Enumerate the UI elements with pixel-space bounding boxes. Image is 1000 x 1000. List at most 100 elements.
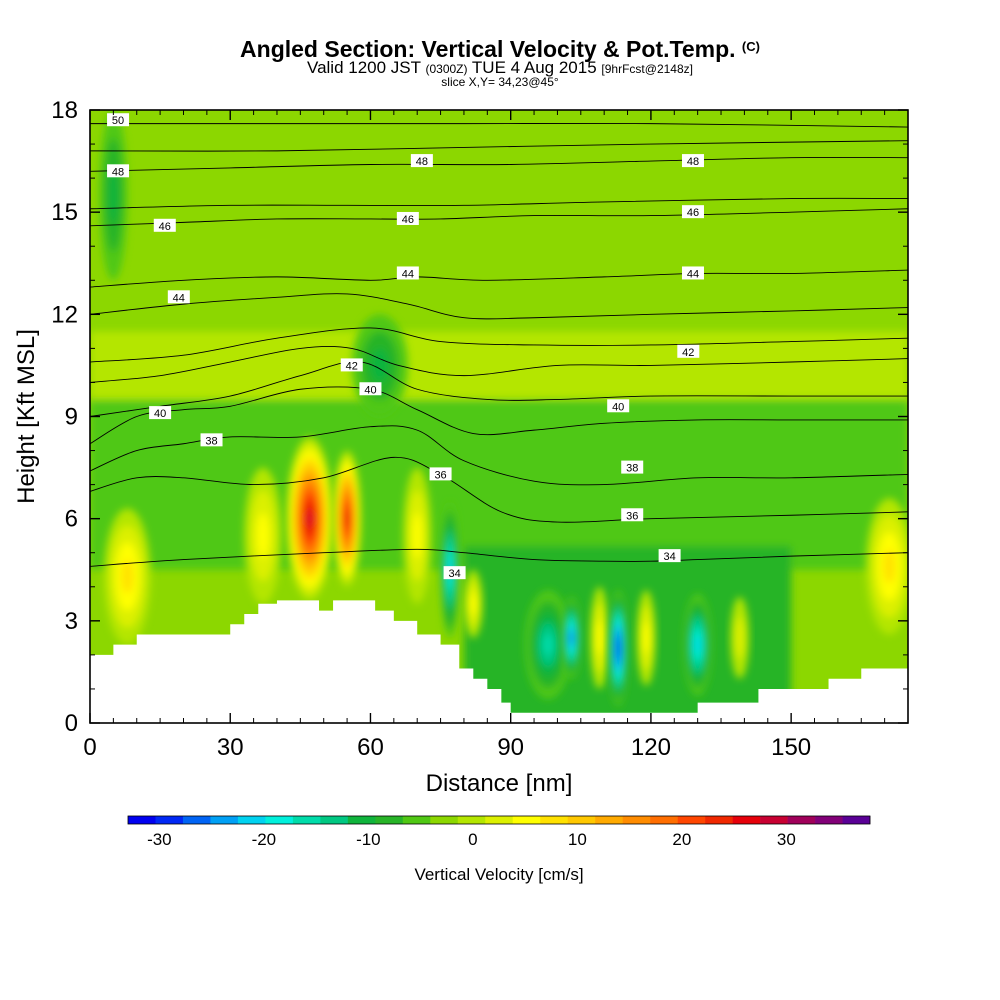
theta-contour-42 xyxy=(90,327,908,363)
colorbar-swatch xyxy=(705,816,733,824)
terrain-mask xyxy=(90,600,908,723)
updraft-cell xyxy=(403,467,432,604)
colorbar-swatch xyxy=(182,816,211,824)
theta-label-bg xyxy=(149,406,172,420)
downdraft-cell-level xyxy=(543,633,553,656)
theta-label-text: 50 xyxy=(112,115,124,127)
theta-contour-42 xyxy=(90,346,908,383)
theta-label: 48 xyxy=(107,164,130,178)
theta-label-text: 48 xyxy=(416,156,428,168)
x-tick-label: 120 xyxy=(631,734,671,761)
theta-label-text: 46 xyxy=(687,207,699,219)
theta-label-bg xyxy=(677,344,700,358)
theta-label: 48 xyxy=(410,154,433,168)
theta-label-text: 40 xyxy=(364,384,376,396)
downdraft-cell xyxy=(524,590,572,700)
updraft-cell-level xyxy=(307,511,312,526)
theta-label-text: 48 xyxy=(112,166,124,178)
downdraft-cell xyxy=(562,596,581,679)
theta-label-text: 46 xyxy=(402,214,414,226)
updraft-cell-level xyxy=(735,617,745,659)
theta-label-text: 44 xyxy=(402,268,414,280)
updraft-cell xyxy=(333,450,362,587)
theta-label: 40 xyxy=(607,399,630,413)
theta-contour-44 xyxy=(90,293,908,320)
field-band xyxy=(90,331,908,400)
colorbar-swatch xyxy=(677,816,706,824)
colorbar-swatch xyxy=(540,816,569,824)
y-axis-label: Height [Kft MSL] xyxy=(13,329,40,504)
downdraft-cell xyxy=(608,590,628,706)
updraft-cell xyxy=(730,596,750,679)
updraft-cell-level xyxy=(121,559,134,594)
colorbar-swatch xyxy=(567,816,596,824)
theta-contours xyxy=(90,122,908,567)
valid-utc: (0300Z) xyxy=(425,62,468,76)
updraft-cell xyxy=(463,569,483,638)
theta-label: 44 xyxy=(681,266,704,280)
updraft-cell-level xyxy=(470,592,477,616)
chart-title: Angled Section: Vertical Velocity & Pot.… xyxy=(0,34,1000,62)
updraft-cell-level xyxy=(412,512,422,559)
updraft-cell xyxy=(590,586,609,689)
theta-label-bg xyxy=(396,211,419,225)
valid-date: TUE 4 Aug 2015 xyxy=(471,58,597,77)
y-tick-label: 6 xyxy=(65,506,78,533)
theta-label: 46 xyxy=(681,205,704,219)
y-tick-label: 15 xyxy=(51,199,78,226)
theta-label-text: 42 xyxy=(682,347,694,359)
theta-label: 38 xyxy=(621,460,644,475)
theta-label-bg xyxy=(410,154,433,168)
slice-info: slice X,Y= 34,23@45° xyxy=(441,75,559,89)
colorbar-swatch xyxy=(842,816,871,824)
theta-contour-48 xyxy=(90,140,908,152)
theta-label-text: 42 xyxy=(346,360,358,372)
updraft-cell xyxy=(244,467,282,604)
theta-label-bg xyxy=(340,358,363,372)
theta-contour-50 xyxy=(90,122,908,128)
theta-label-text: 34 xyxy=(448,568,460,580)
theta-label: 42 xyxy=(677,344,700,359)
colorbar-swatch xyxy=(760,816,788,824)
colorbar-swatch xyxy=(622,816,651,824)
theta-label: 34 xyxy=(443,566,466,580)
colorbar-swatch xyxy=(320,816,349,824)
updraft-cell xyxy=(286,436,334,601)
theta-label: 36 xyxy=(621,508,644,522)
theta-label-bg xyxy=(621,508,644,522)
x-tick-label: 30 xyxy=(217,734,244,761)
colorbar-swatch xyxy=(347,816,376,824)
colorbar-tick-label: -10 xyxy=(356,830,381,849)
theta-contour-48 xyxy=(90,156,908,172)
updraft-cell-level xyxy=(596,620,603,655)
colorbar-swatch xyxy=(787,816,816,824)
theta-label-bg xyxy=(359,382,382,396)
theta-label-bg xyxy=(429,467,452,481)
updraft-cell-level xyxy=(643,621,650,654)
theta-label: 46 xyxy=(153,218,176,233)
downdraft-cell xyxy=(99,110,128,281)
theta-label: 44 xyxy=(396,266,419,280)
theta-label-bg xyxy=(200,433,223,447)
chart-title-text: Angled Section: Vertical Velocity & Pot.… xyxy=(240,36,736,62)
updraft-cell-level xyxy=(883,549,896,584)
theta-contour-46 xyxy=(90,197,908,210)
colorbar-tick-label: -20 xyxy=(252,830,277,849)
colorbar-swatch xyxy=(485,816,514,824)
field-band xyxy=(90,399,908,570)
theta-contour-40 xyxy=(90,386,908,445)
theta-label: 38 xyxy=(200,433,223,447)
colorbar-swatch xyxy=(237,816,266,824)
x-tick-label: 150 xyxy=(771,734,811,761)
x-tick-label: 60 xyxy=(357,734,384,761)
theta-label-bg xyxy=(681,205,704,219)
theta-label: 42 xyxy=(340,358,363,372)
theta-label-text: 40 xyxy=(612,401,624,413)
colorbar-swatch xyxy=(292,816,321,824)
downdraft-cell-level xyxy=(569,633,574,643)
y-tick-label: 3 xyxy=(65,608,78,635)
downdraft-cell-level xyxy=(108,166,119,224)
y-tick-label: 18 xyxy=(51,97,78,124)
y-tick-label: 12 xyxy=(51,301,78,328)
colorbar-swatch xyxy=(265,816,294,824)
